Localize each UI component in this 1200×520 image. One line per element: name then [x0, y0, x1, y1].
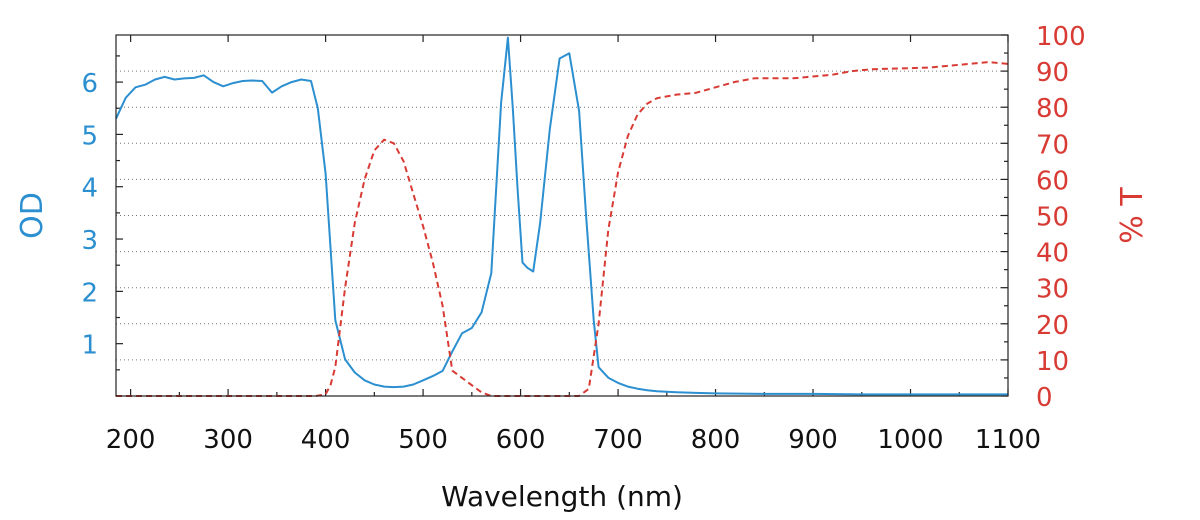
y-right-tick-label: 50 — [1036, 203, 1069, 233]
x-tick-label: 600 — [496, 425, 546, 455]
x-axis-title: Wavelength (nm) — [441, 480, 683, 513]
x-tick-label: 400 — [301, 425, 351, 455]
y-axis-right-title: % T — [1115, 187, 1150, 244]
y-left-tick-label: 4 — [81, 174, 98, 204]
plot-frame — [115, 34, 1009, 397]
y-right-tick-label: 20 — [1036, 311, 1069, 341]
y-left-tick-label: 1 — [81, 331, 98, 361]
y-right-tick-label: 100 — [1036, 22, 1086, 52]
gridlines — [116, 70, 1008, 361]
y-right-tick-label: 10 — [1036, 347, 1069, 377]
y-right-tick-label: 0 — [1036, 383, 1053, 413]
y-right-tick-label: 30 — [1036, 275, 1069, 305]
y-left-tick-label: 6 — [81, 69, 98, 99]
y-right-tick-label: 70 — [1036, 130, 1069, 160]
x-tick-label: 300 — [203, 425, 253, 455]
transmission-series-line — [116, 61, 1009, 397]
x-tick-label: 1000 — [877, 425, 943, 455]
x-tick-label: 1100 — [975, 425, 1041, 455]
y-left-tick-label: 2 — [81, 278, 98, 308]
x-tick-label: 700 — [593, 425, 643, 455]
y-left-tick-label: 3 — [81, 226, 98, 256]
x-tick-label: 200 — [106, 425, 156, 455]
y-left-tick-label: 5 — [81, 121, 98, 151]
y-right-tick-label: 90 — [1036, 58, 1069, 88]
axis-ticks — [116, 34, 1009, 397]
tick-labels: 200 300 400 500 600 700 800 900 1000 110012345601… — [81, 22, 1085, 455]
y-right-tick-label: 40 — [1036, 239, 1069, 269]
x-tick-label: 500 — [398, 425, 448, 455]
y-right-tick-label: 60 — [1036, 166, 1069, 196]
series-layer — [115, 36, 1009, 397]
od-series-line — [115, 36, 1008, 396]
x-tick-label: 800 — [691, 425, 741, 455]
y-axis-left-title: OD — [15, 192, 50, 239]
x-tick-label: 900 — [788, 425, 838, 455]
y-right-tick-label: 80 — [1036, 94, 1069, 124]
